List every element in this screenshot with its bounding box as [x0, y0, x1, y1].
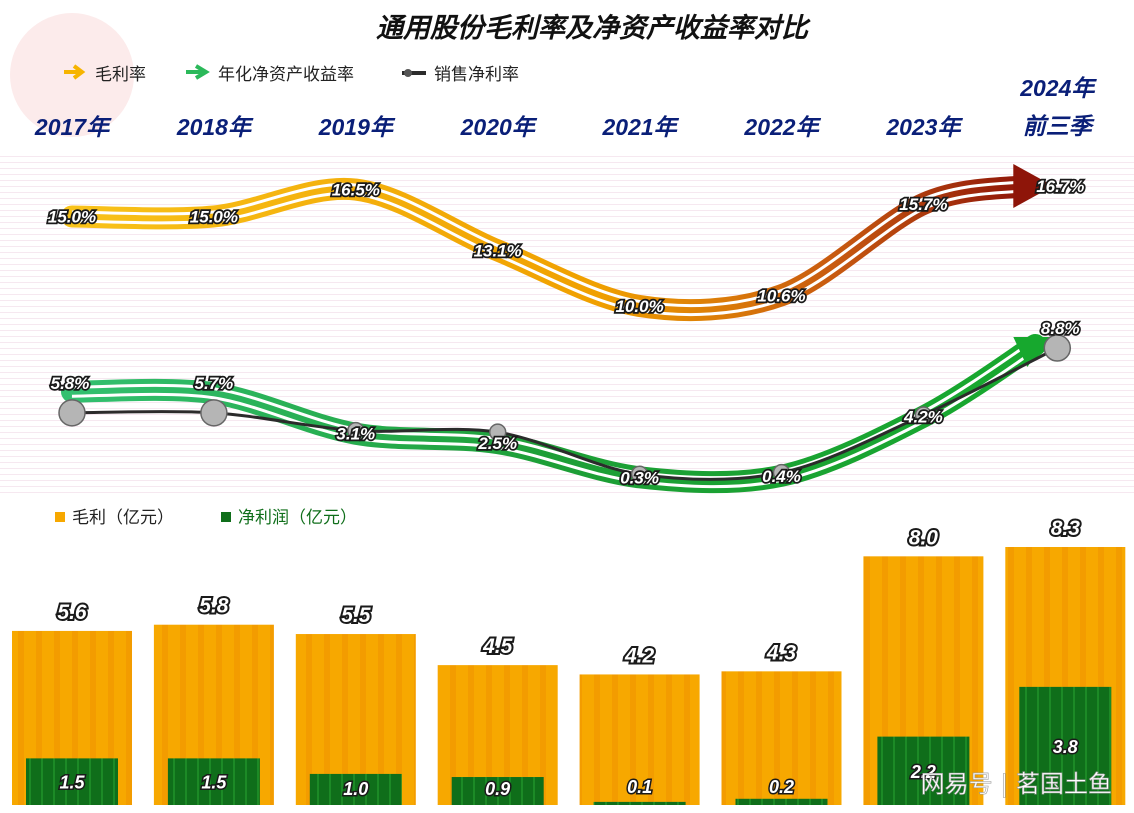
gross-margin-label: 10.6% [757, 286, 805, 305]
net-profit-bar [26, 758, 118, 805]
year-label: 2020年 [460, 114, 538, 140]
legend-net-margin: 销售净利率 [402, 65, 519, 85]
gross-profit-bar [721, 671, 842, 805]
gross-margin-arrowhead [1013, 164, 1054, 208]
roe-arrowhead [1013, 337, 1050, 367]
roe-label: 2.5% [477, 434, 517, 453]
legend-net-margin-label: 销售净利率 [434, 65, 519, 85]
gross-margin-label: 10.0% [615, 297, 663, 316]
roe-label: 0.3% [620, 468, 659, 487]
net-margin-point [914, 406, 933, 424]
gross-profit-label: 8.0 [909, 526, 939, 549]
net-profit-label: 1.5 [201, 773, 227, 793]
gross-profit-label: 8.3 [1051, 517, 1081, 540]
net-profit-bar [1019, 686, 1112, 805]
bar-series: 5.6 1.5 5.8 1.5 5.5 1.0 4.5 0.9 4.2 0.1 4.3 0.2 8.0 2… [12, 515, 1126, 805]
net-profit-label: 1.5 [59, 773, 85, 793]
logo-watermark [10, 13, 134, 137]
chart-title: 通用股份毛利率及净资产收益率对比 [376, 13, 811, 44]
year-label-text: 2022年 [743, 114, 821, 140]
gross-profit-label: 5.5 [341, 604, 371, 627]
net-profit-bar [451, 777, 544, 805]
line-series: 15.0% 15.0% 16.5% 13.1% 10.0% 10.6% 15.7% 16.7%… [46, 164, 1086, 494]
net-profit-bar [877, 736, 970, 805]
gross-margin-line [71, 183, 1026, 314]
legend-gross-margin: 毛利率 [64, 64, 146, 85]
net-profit-bar [593, 801, 686, 805]
roe-label: 0.4% [762, 467, 801, 486]
net-margin-point [1043, 334, 1072, 362]
year-label-text: 2017年 [34, 114, 112, 140]
net-margin-line [71, 346, 1058, 481]
legend-gross-profit-label: 毛利（亿元） [72, 508, 174, 528]
net-profit-label: 2.2 [910, 762, 936, 782]
gross-profit-bar [579, 674, 700, 805]
year-label-text: 前三季 [1023, 113, 1095, 139]
net-profit-label: 3.8 [1053, 737, 1078, 757]
net-profit-bar [735, 798, 828, 805]
year-label-text: 2019年 [318, 114, 396, 140]
net-profit-label: 0.1 [627, 777, 652, 797]
legend-roe-label: 年化净资产收益率 [218, 65, 354, 85]
gross-profit-label: 4.3 [766, 641, 797, 664]
roe-label: 5.7% [195, 374, 234, 393]
legend-roe: 年化净资产收益率 [186, 64, 354, 85]
year-label: 2017年 [34, 114, 112, 140]
roe-line [71, 342, 1037, 486]
gross-margin-label: 16.7% [1036, 177, 1084, 196]
gross-profit-label: 5.6 [57, 601, 87, 624]
legend-net-profit-label: 净利润（亿元） [238, 508, 357, 528]
year-label-text: 2018年 [176, 114, 254, 140]
year-label: 2022年 [743, 114, 821, 140]
net-profit-label: 0.2 [769, 777, 794, 797]
net-margin-point [488, 423, 507, 441]
year-label-text: 2023年 [885, 114, 963, 140]
roe-label: 3.1% [336, 425, 375, 444]
line-legend: 毛利率 年化净资产收益率 销售净利率 [64, 64, 519, 85]
net-margin-point [58, 399, 86, 427]
net-margin-point [630, 465, 649, 483]
gross-profit-label: 5.8 [199, 595, 229, 618]
year-label-text: 2020年 [460, 114, 538, 140]
year-label-text: 2024年 [1019, 75, 1097, 101]
legend-gross-profit-swatch [55, 512, 65, 522]
net-profit-label: 0.9 [485, 779, 510, 799]
roe-label: 5.8% [51, 374, 90, 393]
net-margin-point [772, 463, 791, 482]
gross-margin-label: 13.1% [474, 241, 522, 260]
year-labels: 2017年 2018年 2019年 2020年 2021年 2022年 2023年 2024年… [34, 75, 1097, 140]
year-label: 2023年 [885, 114, 963, 140]
gross-profit-label: 4.2 [624, 644, 655, 667]
year-label: 2018年 [176, 114, 254, 140]
gross-profit-label: 4.5 [482, 635, 513, 658]
plot-background [0, 155, 1134, 495]
legend-gross-margin-label: 毛利率 [95, 65, 146, 85]
watermark-text: 网易号 | 茗国土鱼 [921, 770, 1112, 798]
net-profit-bar [309, 773, 402, 805]
gross-margin-label: 15.7% [899, 195, 947, 214]
net-margin-point [347, 421, 365, 440]
year-label-text: 2021年 [602, 114, 680, 140]
legend-net-profit-swatch [221, 512, 231, 522]
gross-margin-label: 15.0% [190, 207, 238, 226]
year-label: 2021年 [602, 114, 680, 140]
roe-label: 4.2% [903, 408, 943, 427]
gross-margin-label: 16.5% [332, 181, 380, 200]
bar-legend: 毛利（亿元） 净利润（亿元） [55, 508, 357, 528]
gross-margin-label: 15.0% [48, 207, 96, 226]
net-profit-label: 1.0 [343, 779, 368, 799]
net-profit-bar [167, 758, 260, 805]
net-margin-point [200, 399, 228, 427]
year-label: 2019年 [318, 114, 396, 140]
roe-label: 8.8% [1041, 319, 1080, 338]
